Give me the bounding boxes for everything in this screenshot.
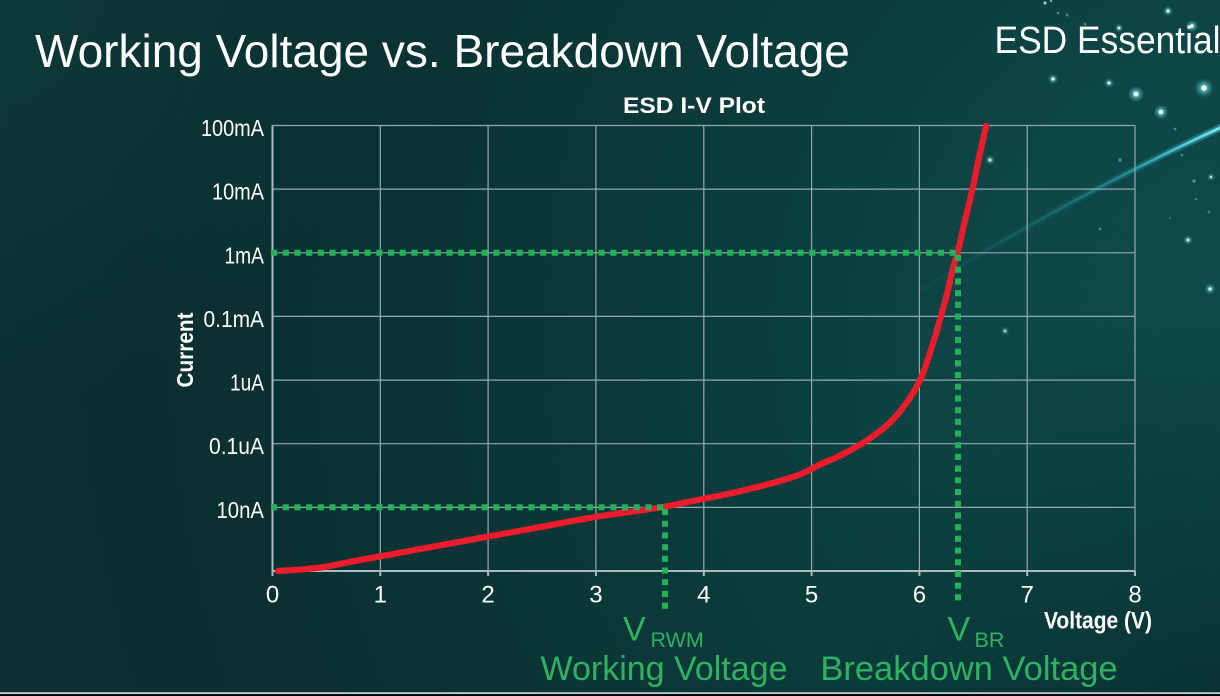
svg-text:1uA: 1uA bbox=[230, 370, 265, 396]
svg-text:Working Voltage: Working Voltage bbox=[541, 650, 788, 688]
svg-text:4: 4 bbox=[697, 582, 710, 609]
svg-text:10nA: 10nA bbox=[217, 497, 265, 523]
svg-text:0: 0 bbox=[266, 582, 279, 609]
svg-text:ESD Essential: ESD Essential bbox=[995, 20, 1220, 62]
svg-text:5: 5 bbox=[805, 582, 818, 609]
svg-text:BR: BR bbox=[975, 628, 1005, 652]
svg-text:ESD I-V Plot: ESD I-V Plot bbox=[623, 93, 766, 118]
svg-text:V: V bbox=[623, 611, 646, 649]
svg-text:1: 1 bbox=[374, 582, 387, 609]
svg-text:RWM: RWM bbox=[651, 628, 704, 652]
svg-text:2: 2 bbox=[481, 582, 494, 609]
svg-text:1mA: 1mA bbox=[225, 242, 265, 268]
svg-text:8: 8 bbox=[1128, 582, 1141, 609]
svg-text:6: 6 bbox=[913, 582, 926, 609]
svg-text:Current: Current bbox=[172, 312, 198, 387]
svg-text:0.1mA: 0.1mA bbox=[204, 306, 265, 332]
svg-text:100mA: 100mA bbox=[201, 115, 265, 141]
svg-text:3: 3 bbox=[589, 582, 602, 609]
svg-text:Voltage (V): Voltage (V) bbox=[1044, 608, 1152, 635]
svg-text:V: V bbox=[948, 611, 971, 649]
svg-text:Working Voltage vs. Breakdown: Working Voltage vs. Breakdown Voltage bbox=[35, 25, 850, 77]
svg-text:Breakdown Voltage: Breakdown Voltage bbox=[820, 650, 1117, 688]
svg-text:10mA: 10mA bbox=[212, 179, 265, 205]
svg-text:7: 7 bbox=[1021, 582, 1034, 609]
svg-text:0.1uA: 0.1uA bbox=[209, 433, 265, 459]
